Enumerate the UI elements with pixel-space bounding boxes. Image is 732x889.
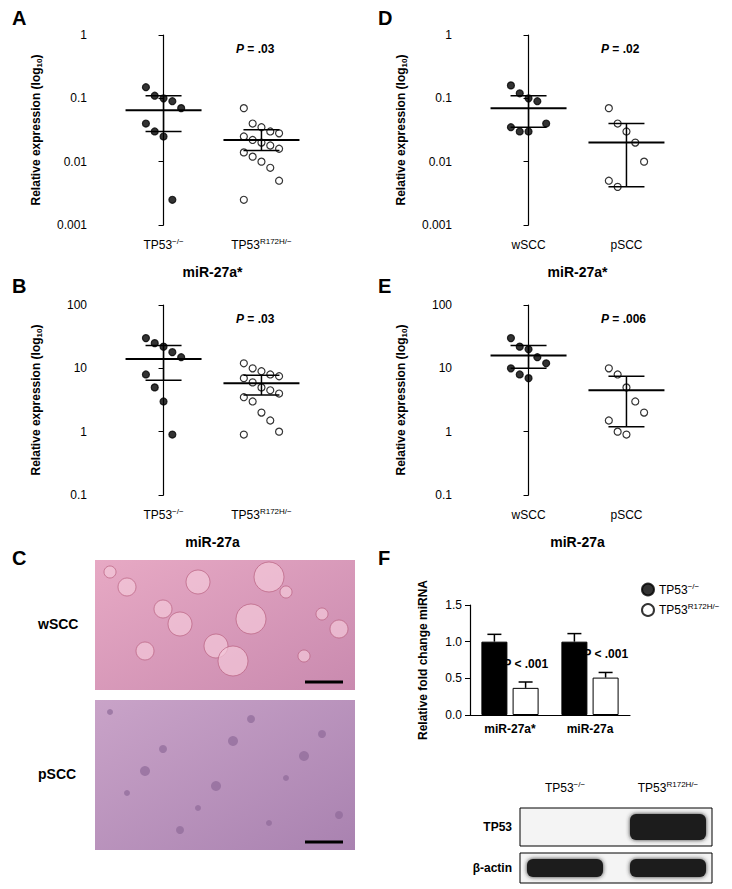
svg-text:0.5: 0.5 [445,671,462,685]
svg-text:wSCC: wSCC [511,508,546,522]
svg-text:pSCC: pSCC [38,766,76,782]
svg-text:0.01: 0.01 [429,155,453,169]
svg-text:TP53: TP53 [638,781,667,795]
svg-text:0.1: 0.1 [435,488,452,502]
svg-text:pSCC: pSCC [610,508,642,522]
svg-text:10: 10 [34,58,44,68]
svg-text:TP53: TP53 [231,238,260,252]
svg-text:10: 10 [74,361,88,375]
svg-text:R172H/−: R172H/− [666,780,698,789]
svg-text:E: E [378,275,391,297]
svg-text:A: A [12,7,26,29]
svg-text:0.01: 0.01 [64,155,88,169]
svg-text:P: P [601,312,609,326]
svg-text:0.0: 0.0 [445,708,462,722]
svg-text:10: 10 [34,328,44,338]
svg-text:0.1: 0.1 [70,91,87,105]
svg-text:1: 1 [445,425,452,439]
svg-text:= .03: = .03 [244,42,275,56]
svg-text:C: C [12,547,26,569]
svg-text:β-actin: β-actin [473,861,512,875]
svg-text:0.001: 0.001 [422,218,452,232]
svg-text:= .006: = .006 [609,312,646,326]
svg-text:): ) [394,55,408,59]
svg-text:< .001: < .001 [591,647,628,661]
svg-text:miR-27a*: miR-27a* [548,264,608,280]
svg-text:miR-27a: miR-27a [550,534,605,550]
svg-text:−/−: −/− [574,780,586,789]
svg-text:TP53: TP53 [143,508,172,522]
svg-text:miR-27a*: miR-27a* [484,722,536,736]
svg-text:B: B [12,275,26,297]
svg-text:−/−: −/− [172,237,184,246]
svg-text:F: F [378,547,390,569]
svg-text:Relative fold change miRNA: Relative fold change miRNA [416,580,430,740]
svg-text:TP53: TP53 [659,583,688,597]
svg-text:= .02: = .02 [609,42,640,56]
svg-text:< .001: < .001 [511,657,548,671]
svg-text:1.0: 1.0 [445,635,462,649]
svg-text:100: 100 [67,298,87,312]
svg-text:Relative expression (log: Relative expression (log [29,67,43,205]
svg-text:wSCC: wSCC [37,616,78,632]
svg-text:R172H/−: R172H/− [688,602,720,611]
svg-text:= .03: = .03 [244,312,275,326]
svg-text:10: 10 [439,361,453,375]
svg-text:P: P [236,42,244,56]
svg-text:−/−: −/− [688,582,700,591]
svg-text:P: P [503,657,512,672]
svg-text:TP53: TP53 [659,603,688,617]
svg-text:10: 10 [399,328,409,338]
svg-text:): ) [29,325,43,329]
svg-text:pSCC: pSCC [610,238,642,252]
svg-text:TP53: TP53 [231,508,260,522]
svg-text:10: 10 [399,58,409,68]
svg-text:P: P [601,42,609,56]
svg-text:miR-27a: miR-27a [185,534,240,550]
svg-text:): ) [394,325,408,329]
svg-text:R172H/−: R172H/− [260,507,292,516]
svg-text:0.001: 0.001 [57,218,87,232]
svg-text:wSCC: wSCC [511,238,546,252]
svg-text:0.1: 0.1 [435,91,452,105]
svg-text:1.5: 1.5 [445,598,462,612]
svg-text:TP53: TP53 [545,781,574,795]
svg-text:R172H/−: R172H/− [260,237,292,246]
svg-text:P: P [236,312,244,326]
svg-text:Relative expression (log: Relative expression (log [394,67,408,205]
svg-text:0.1: 0.1 [70,488,87,502]
svg-text:): ) [29,55,43,59]
svg-text:P: P [583,647,592,662]
svg-text:Relative expression (log: Relative expression (log [29,337,43,475]
svg-text:100: 100 [432,298,452,312]
svg-text:−/−: −/− [172,507,184,516]
svg-text:Relative expression (log: Relative expression (log [394,337,408,475]
svg-text:TP53: TP53 [143,238,172,252]
svg-text:D: D [378,7,392,29]
svg-text:1: 1 [445,28,452,42]
svg-text:miR-27a: miR-27a [567,722,614,736]
svg-text:TP53: TP53 [483,820,512,834]
svg-text:1: 1 [80,28,87,42]
svg-text:miR-27a*: miR-27a* [183,264,243,280]
svg-text:1: 1 [80,425,87,439]
